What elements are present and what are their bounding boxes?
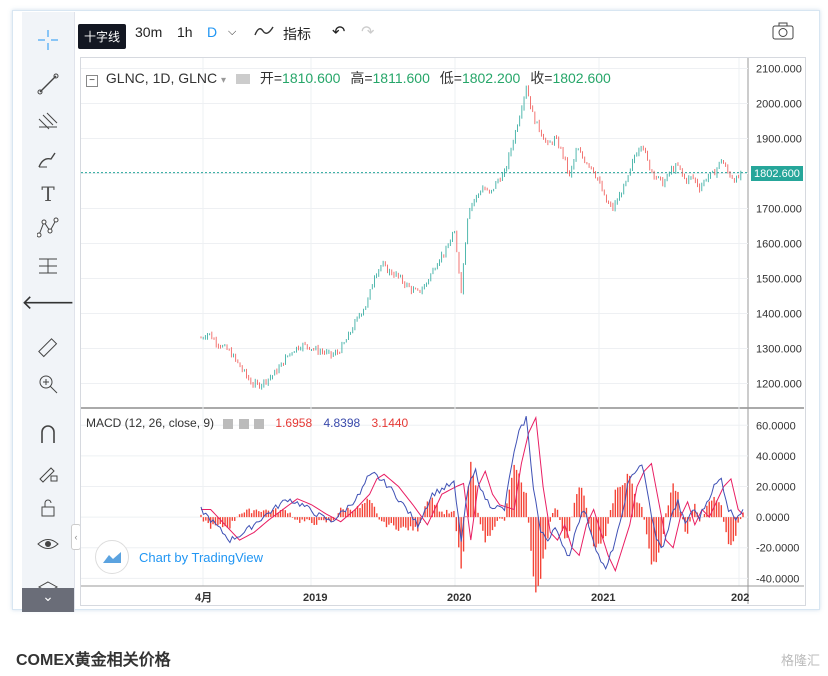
- current-price-tag: 1802.600: [751, 166, 803, 181]
- timeframe-d[interactable]: D: [207, 24, 218, 40]
- macd-tick-label: -40.0000: [756, 573, 799, 585]
- open-value: 1810.600: [282, 70, 341, 86]
- brush-icon[interactable]: [34, 146, 62, 174]
- text-tool-icon[interactable]: T: [41, 182, 55, 206]
- unlock-icon[interactable]: [34, 494, 62, 522]
- settings-icon[interactable]: [223, 418, 234, 429]
- time-tick-label: 2019: [303, 592, 327, 604]
- timeframe-30m[interactable]: 30m: [135, 24, 163, 40]
- macd-value-2: 4.8398: [323, 416, 361, 430]
- price-tick-label: 1300.000: [756, 344, 802, 356]
- top-toolbar: 30m 1h D ⌵ 指标 ↶ ↷: [76, 12, 806, 56]
- undo-icon[interactable]: ↶: [332, 24, 346, 41]
- crosshair-icon[interactable]: [34, 26, 62, 54]
- gear-icon[interactable]: [238, 418, 249, 429]
- price-tick-label: 1700.000: [756, 204, 802, 216]
- chart-legend: − GLNC, 1D, GLNC ▾ 开=1810.600 高=1811.600…: [86, 68, 611, 88]
- trend-line-icon[interactable]: [34, 70, 62, 98]
- macd-label: MACD (12, 26, close, 9): [86, 416, 215, 430]
- price-tick-label: 1200.000: [756, 379, 802, 391]
- symbol-label: GLNC, 1D, GLNC: [105, 70, 218, 86]
- camera-icon[interactable]: [772, 22, 794, 43]
- macd-legend: MACD (12, 26, close, 9) 1.6958 4.8398 3.…: [86, 416, 408, 430]
- watermark-text: Chart by TradingView: [139, 549, 264, 565]
- price-tick-label: 1600.000: [756, 239, 802, 251]
- collapse-legend-icon[interactable]: −: [86, 75, 98, 87]
- brand-logo: 格隆汇: [780, 653, 820, 668]
- eye-icon[interactable]: [34, 530, 62, 558]
- macd-tick-label: 20.0000: [756, 482, 796, 494]
- redo-icon[interactable]: ↷: [361, 24, 375, 41]
- close-value: 1802.600: [552, 70, 611, 86]
- chevron-down-icon[interactable]: ⌵: [228, 26, 237, 38]
- high-label: 高=: [350, 70, 373, 86]
- price-tick-label: 1900.000: [756, 134, 802, 146]
- timeframe-1h[interactable]: 1h: [177, 24, 193, 40]
- low-label: 低=: [439, 70, 462, 86]
- back-arrow-icon[interactable]: 🡐: [21, 291, 75, 314]
- high-value: 1811.600: [372, 70, 430, 86]
- magnet-icon[interactable]: [34, 420, 62, 448]
- time-tick-label: 2021: [591, 592, 615, 604]
- eye-icon[interactable]: [235, 74, 250, 85]
- close-icon[interactable]: [254, 418, 265, 429]
- section-title: COMEX黄金相关价格: [16, 652, 171, 669]
- price-tick-label: 2100.000: [756, 64, 802, 76]
- low-value: 1802.200: [461, 70, 521, 86]
- chevron-down-icon[interactable]: ⌄: [22, 588, 74, 612]
- lock-drawing-icon[interactable]: [34, 458, 62, 486]
- indicators-icon[interactable]: [254, 24, 274, 41]
- close-label: 收=: [530, 70, 553, 86]
- measure-icon[interactable]: [34, 252, 62, 280]
- open-label: 开=: [259, 70, 283, 86]
- chevron-down-icon[interactable]: ▾: [221, 75, 227, 86]
- fib-lines-icon[interactable]: [34, 108, 62, 136]
- indicators-button[interactable]: 指标: [283, 26, 311, 42]
- macd-value-3: 3.1440: [371, 416, 409, 430]
- macd-value-1: 1.6958: [275, 416, 313, 430]
- price-tick-label: 1500.000: [756, 274, 802, 286]
- time-tick-label: 4月: [195, 591, 212, 604]
- crosshair-tooltip: 十字线: [78, 24, 127, 49]
- price-tick-label: 1400.000: [756, 309, 802, 321]
- macd-tick-label: 40.0000: [756, 451, 796, 463]
- macd-line: [200, 416, 744, 571]
- macd-tick-label: 0.0000: [756, 512, 790, 524]
- tradingview-logo-icon: [95, 540, 129, 574]
- chart-area[interactable]: [80, 57, 806, 606]
- price-tick-label: 2000.000: [756, 99, 802, 111]
- drawing-toolbar: T 🡐 ⌄: [21, 12, 75, 612]
- macd-tick-label: 60.0000: [756, 420, 796, 432]
- ruler-icon[interactable]: [34, 334, 62, 362]
- zoom-in-icon[interactable]: [34, 370, 62, 398]
- macd-signal-line: [201, 415, 744, 573]
- time-tick-label: 2020: [447, 592, 471, 604]
- time-tick-label: 202: [731, 592, 749, 604]
- macd-tick-label: -20.0000: [756, 543, 799, 555]
- tradingview-watermark[interactable]: Chart by TradingView: [95, 540, 263, 574]
- pattern-icon[interactable]: [34, 214, 62, 242]
